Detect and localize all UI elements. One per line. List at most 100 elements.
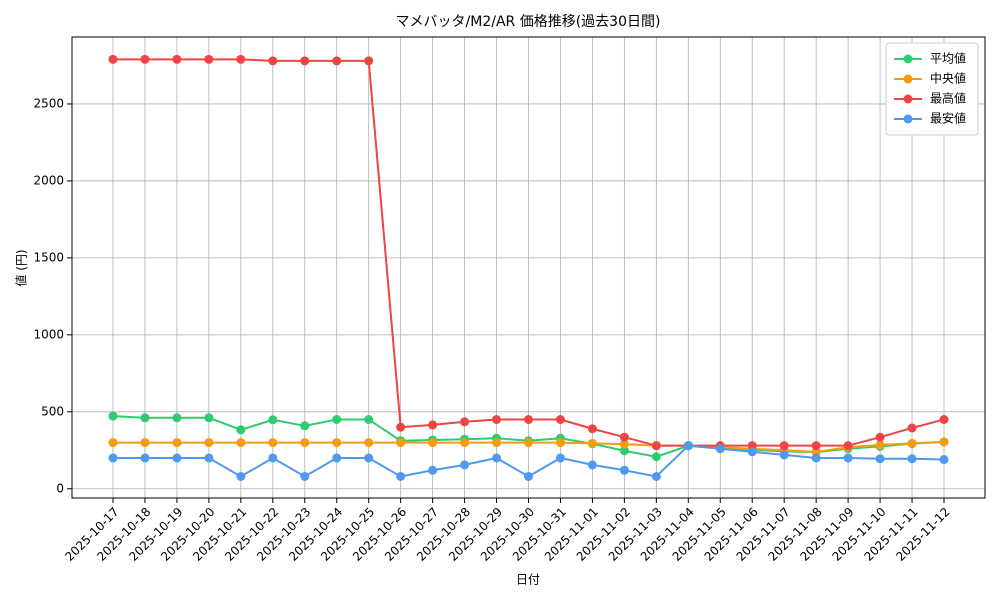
data-point <box>268 438 278 448</box>
data-point <box>140 453 150 463</box>
data-point <box>236 54 246 64</box>
data-point <box>300 438 310 448</box>
data-point <box>332 56 342 66</box>
data-point <box>364 453 374 463</box>
legend-marker <box>903 94 913 104</box>
data-point <box>460 460 470 470</box>
data-point <box>460 438 470 448</box>
legend-label: 中央値 <box>930 71 966 86</box>
data-point <box>396 471 406 481</box>
y-tick-label: 2500 <box>33 96 64 110</box>
data-point <box>172 54 182 64</box>
data-point <box>875 432 885 442</box>
data-point <box>619 432 629 442</box>
data-point <box>619 446 629 456</box>
x-axis-label: 日付 <box>516 573 540 587</box>
data-point <box>619 465 629 475</box>
data-point <box>428 420 438 430</box>
data-point <box>907 438 917 448</box>
data-point <box>747 447 757 457</box>
data-point <box>332 438 342 448</box>
data-point <box>555 438 565 448</box>
data-point <box>492 453 502 463</box>
data-point <box>204 438 214 448</box>
data-point <box>492 414 502 424</box>
legend-label: 最高値 <box>930 91 966 106</box>
data-point <box>268 56 278 66</box>
data-point <box>428 465 438 475</box>
legend-marker <box>903 114 913 124</box>
chart-title: マメバッタ/M2/AR 価格推移(過去30日間) <box>396 14 661 30</box>
data-point <box>364 56 374 66</box>
data-point <box>300 56 310 66</box>
data-point <box>140 438 150 448</box>
data-point <box>172 453 182 463</box>
data-point <box>140 54 150 64</box>
data-point <box>779 450 789 460</box>
data-point <box>332 414 342 424</box>
data-point <box>204 54 214 64</box>
data-point <box>683 441 693 451</box>
data-point <box>236 471 246 481</box>
plot-frame <box>71 36 986 499</box>
data-point <box>524 438 533 448</box>
data-point <box>396 438 406 448</box>
data-point <box>492 438 502 448</box>
data-point <box>875 440 885 450</box>
data-point <box>939 437 949 447</box>
data-point <box>651 452 661 462</box>
data-point <box>108 54 118 64</box>
data-point <box>108 438 118 448</box>
data-point <box>108 411 118 421</box>
data-point <box>843 453 853 463</box>
y-axis-label: 値 (円) <box>14 249 29 286</box>
legend-marker <box>903 74 913 84</box>
data-point <box>332 453 342 463</box>
data-point <box>268 415 278 425</box>
data-point <box>843 441 853 451</box>
data-point <box>524 471 533 481</box>
data-point <box>460 417 470 427</box>
y-tick-label: 1000 <box>33 327 64 341</box>
data-point <box>651 441 661 451</box>
legend-label: 平均値 <box>930 51 966 66</box>
data-point <box>364 414 374 424</box>
data-point <box>236 438 246 448</box>
data-point <box>204 413 214 423</box>
data-point <box>300 421 310 431</box>
data-point <box>555 414 565 424</box>
data-point <box>587 424 597 434</box>
data-point <box>268 453 278 463</box>
data-point <box>779 441 789 451</box>
data-point <box>651 471 661 481</box>
y-tick-label: 0 <box>56 481 64 495</box>
legend-marker <box>903 54 913 64</box>
data-point <box>811 453 821 463</box>
data-point <box>811 441 821 451</box>
y-tick-label: 1500 <box>33 250 64 264</box>
data-point <box>140 413 150 423</box>
data-point <box>715 444 725 454</box>
data-point <box>747 441 757 451</box>
data-point <box>939 414 949 424</box>
data-point <box>939 455 949 465</box>
data-point <box>396 422 406 432</box>
data-point <box>587 460 597 470</box>
data-point <box>236 425 246 435</box>
legend-box <box>885 42 979 136</box>
data-point <box>300 471 310 481</box>
data-point <box>555 453 565 463</box>
data-point <box>524 414 533 424</box>
data-point <box>172 438 182 448</box>
data-point <box>587 438 597 448</box>
data-point <box>875 454 885 464</box>
data-point <box>907 454 917 464</box>
data-point <box>907 423 917 433</box>
y-tick-label: 2000 <box>33 173 64 187</box>
data-point <box>204 453 214 463</box>
data-point <box>619 439 629 449</box>
data-point <box>172 413 182 423</box>
data-point <box>428 438 438 448</box>
data-point <box>364 438 374 448</box>
